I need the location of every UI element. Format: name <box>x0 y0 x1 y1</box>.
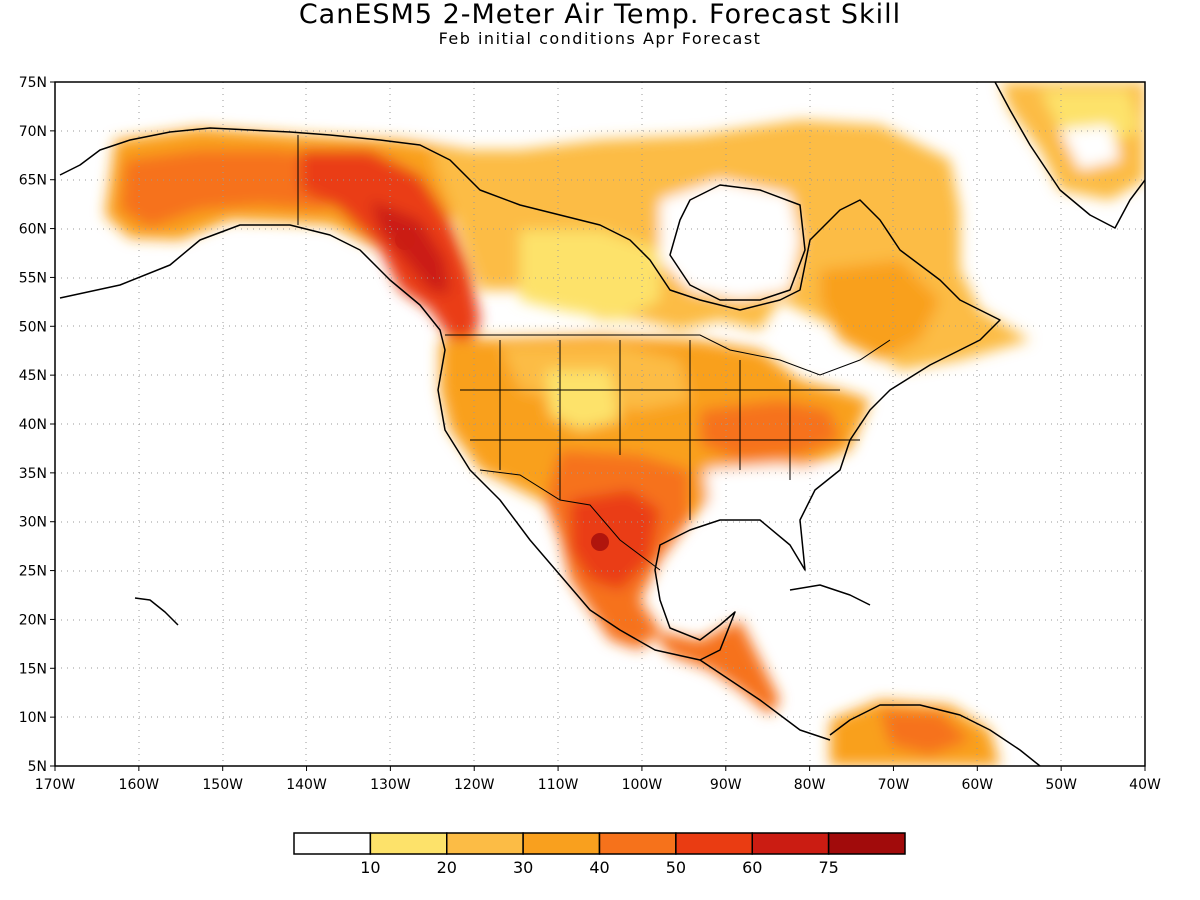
lon-tick-label: 60W <box>961 777 993 793</box>
coastline-north-america <box>59 127 1001 661</box>
lon-tick-label: 40W <box>1129 777 1161 793</box>
coastlines <box>59 82 1145 766</box>
lon-tick-label: 110W <box>538 777 579 793</box>
colorbar-swatch <box>675 832 753 855</box>
border-us-canada <box>445 334 891 376</box>
skill-region-greenland-gap <box>1060 125 1120 170</box>
colorbar-swatch <box>522 832 601 855</box>
colorbar-label: 50 <box>666 858 686 877</box>
skill-region-texas-core <box>570 490 660 590</box>
lon-tick-label: 170W <box>35 777 76 793</box>
colorbar-label: 60 <box>742 858 762 877</box>
colorbar-label: 40 <box>589 858 609 877</box>
lat-tick-label: 30N <box>19 515 47 531</box>
skill-region-hudson-gap <box>660 180 800 300</box>
lat-tick-label: 25N <box>19 564 47 580</box>
lat-tick-label: 65N <box>19 173 47 189</box>
skill-region-usa-wyoming <box>545 370 620 430</box>
lat-tick-label: 45N <box>19 368 47 384</box>
colorbar-label: 20 <box>437 858 457 877</box>
lon-tick-label: 70W <box>878 777 910 793</box>
coastline-hudson-bay <box>669 184 806 301</box>
lon-tick-label: 120W <box>454 777 495 793</box>
lon-tick-label: 80W <box>794 777 826 793</box>
lat-tick-label: 75N <box>19 75 47 91</box>
skill-region-alaska-core <box>120 150 350 228</box>
lat-tick-label: 55N <box>19 270 47 286</box>
lon-tick-label: 100W <box>622 777 663 793</box>
lon-tick-label: 160W <box>119 777 160 793</box>
lat-tick-label: 50N <box>19 319 47 335</box>
skill-region-canada-light <box>520 230 660 320</box>
lat-tick-label: 20N <box>19 612 47 628</box>
skill-peak-texas <box>591 533 609 551</box>
lat-tick-label: 35N <box>19 466 47 482</box>
lat-tick-label: 60N <box>19 222 47 238</box>
skill-region-southeast-gap <box>705 465 820 540</box>
map-title: CanESM5 2-Meter Air Temp. Forecast Skill <box>298 0 902 30</box>
lat-tick-label: 70N <box>19 124 47 140</box>
skill-region-ohio-valley <box>700 400 840 460</box>
border-us-mexico <box>479 469 661 571</box>
lon-tick-label: 150W <box>202 777 243 793</box>
grid-lines <box>55 82 1145 766</box>
lon-tick-label: 90W <box>710 777 742 793</box>
lon-tick-label: 130W <box>370 777 411 793</box>
lat-tick-labels: 75N 70N 65N 60N 55N 50N 45N 40N 35N 30N 25N 20N 15N 1… <box>19 75 55 775</box>
colorbar-label: 30 <box>513 858 533 877</box>
colorbar-swatch <box>446 832 524 855</box>
colorbar-swatch <box>827 832 906 855</box>
lat-tick-label: 15N <box>19 661 47 677</box>
colorbar-swatch <box>598 832 677 855</box>
lon-tick-label: 50W <box>1045 777 1077 793</box>
coastline-central-america <box>699 659 831 741</box>
border-states-1 <box>460 340 860 520</box>
coastline-cuba <box>789 584 871 606</box>
skill-region-south-america-core <box>880 710 970 755</box>
colorbar: 10 20 30 40 50 60 75 <box>293 832 906 877</box>
coastline-hawaii <box>134 597 179 626</box>
colorbar-swatch <box>369 832 448 855</box>
colorbar-label: 10 <box>360 858 380 877</box>
colorbar-label: 75 <box>818 858 838 877</box>
skill-region-greenland-light <box>1040 90 1140 150</box>
skill-peak-bc <box>395 230 415 250</box>
lon-tick-labels: 170W 160W 150W 140W 130W 120W 110W 100W 90W 80W 70… <box>35 766 1161 793</box>
coastline-greenland <box>994 82 1145 229</box>
lon-tick-label: 140W <box>286 777 327 793</box>
lat-tick-label: 10N <box>19 710 47 726</box>
map-subtitle: Feb initial conditions Apr Forecast <box>438 29 762 48</box>
colorbar-swatch <box>293 832 372 855</box>
lat-tick-label: 40N <box>19 417 47 433</box>
skill-region-quebec <box>820 260 940 360</box>
lat-tick-label: 5N <box>28 759 47 775</box>
coastline-south-america <box>829 704 1041 766</box>
colorbar-swatch <box>751 832 830 855</box>
political-borders <box>297 135 891 571</box>
